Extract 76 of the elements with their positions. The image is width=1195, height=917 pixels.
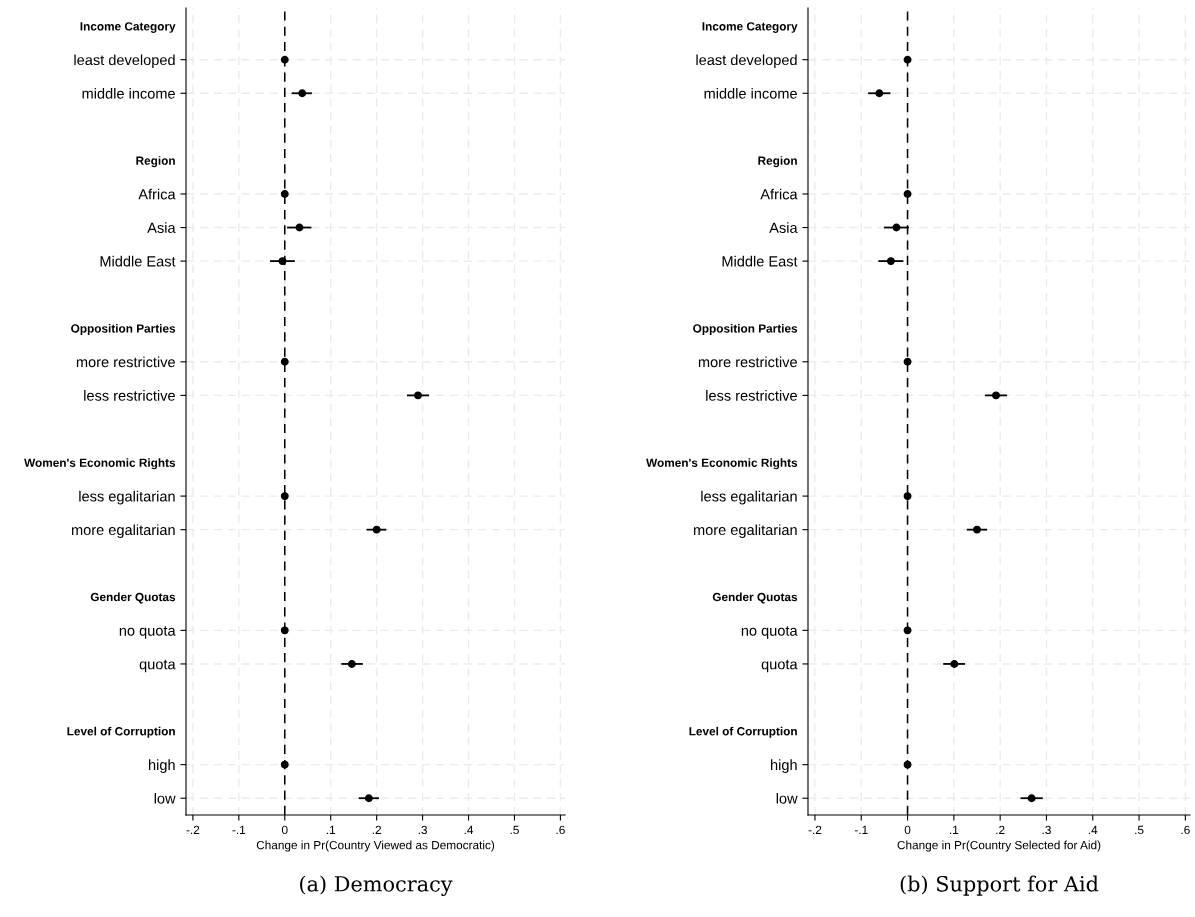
x-tick-label: .6 (556, 825, 565, 835)
y-tick-label: Income Category (80, 22, 176, 33)
point (903, 55, 912, 64)
y-tick-label: high (771, 759, 797, 773)
text: (a) Democracy (300, 875, 453, 896)
y-tick-label: low (154, 792, 176, 804)
y-tick-label: Africa (760, 188, 798, 200)
point (364, 794, 373, 803)
y-tick-label: Africa (138, 188, 176, 200)
y-tick-label: Middle East (100, 255, 176, 267)
y-tick-label: Opposition Parties (71, 323, 176, 335)
x-tick-label: .4 (464, 825, 474, 834)
y-tick-label: Gender Quotas (712, 592, 798, 604)
y-tick-label: Level of Corruption (689, 726, 797, 738)
y-tick-label: more egalitarian (71, 524, 175, 538)
point (950, 659, 959, 668)
x-tick-label: .2 (996, 825, 1005, 834)
x-tick-label: -.1 (232, 825, 246, 834)
y-tick-label: Level of Corruption (67, 726, 175, 738)
x-tick-label: 0 (904, 825, 911, 835)
y-tick-label: high (149, 759, 175, 773)
point (298, 89, 307, 98)
x-tick-label: .5 (1135, 825, 1144, 835)
x-tick-label: .4 (1088, 825, 1098, 834)
y-tick-label: Gender Quotas (90, 592, 176, 604)
x-tick-label: .5 (510, 825, 519, 835)
y-tick-label: least developed (74, 54, 175, 69)
y-tick-label: less egalitarian (79, 490, 175, 505)
x-tick-label: .1 (326, 825, 336, 834)
x-tick-label: 0 (281, 825, 288, 835)
x-tick-label: .3 (1042, 825, 1051, 835)
y-tick-label: low (776, 792, 798, 804)
point (1027, 794, 1036, 803)
x-tick-label: -.2 (186, 825, 200, 834)
point (875, 89, 884, 98)
y-tick-label: more restrictive (698, 356, 797, 368)
y-tick-label: middle income (82, 87, 175, 99)
point (903, 357, 912, 366)
y-tick-label: quota (761, 659, 798, 673)
y-tick-label: no quota (119, 626, 176, 639)
point (886, 257, 895, 266)
y-tick-label: no quota (741, 626, 798, 639)
text: (b) Support for Aid (900, 875, 1099, 896)
y-tick-label: Asia (147, 222, 176, 233)
point (903, 492, 912, 501)
y-tick-label: Women's Economic Rights (646, 458, 798, 470)
x-tick-label: .3 (418, 825, 427, 835)
x-axis-title: Change in Pr(Country Viewed as Democratic) (256, 840, 495, 852)
y-tick-label: less restrictive (706, 390, 797, 401)
x-tick-label: .2 (372, 825, 381, 834)
point (280, 492, 289, 501)
y-tick-label: quota (139, 659, 176, 673)
y-tick-label: more egalitarian (693, 524, 797, 538)
y-tick-label: Asia (769, 222, 798, 233)
x-tick-label: .1 (950, 825, 959, 834)
y-tick-label: less egalitarian (701, 490, 797, 505)
point (280, 190, 289, 198)
point (278, 257, 287, 266)
x-axis-title: Change in Pr(Country Selected for Aid) (897, 840, 1101, 852)
point (280, 55, 289, 64)
x-tick-label: -.2 (808, 825, 822, 834)
y-tick-label: Income Category (702, 22, 798, 33)
y-tick-label: middle income (704, 87, 797, 99)
y-tick-label: Opposition Parties (693, 323, 798, 335)
y-tick-label: less restrictive (84, 390, 175, 401)
point (347, 659, 356, 668)
point (280, 357, 289, 366)
y-tick-label: least developed (696, 54, 797, 69)
point (903, 190, 912, 198)
y-tick-label: Region (136, 156, 175, 168)
x-tick-label: -.1 (854, 825, 868, 834)
x-tick-label: .6 (1181, 825, 1190, 835)
y-tick-label: more restrictive (76, 356, 175, 368)
y-tick-label: Middle East (722, 255, 798, 267)
y-tick-label: Region (758, 156, 797, 168)
y-tick-label: Women's Economic Rights (24, 458, 176, 470)
